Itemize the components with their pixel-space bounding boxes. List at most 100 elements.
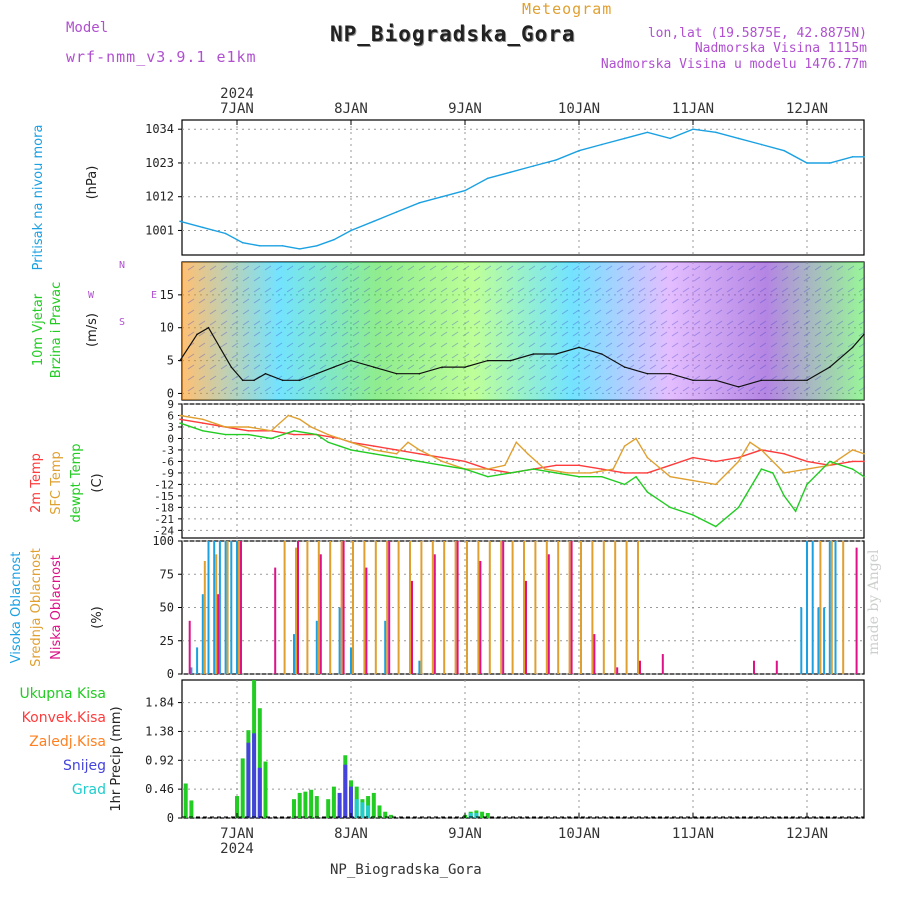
wind-barb: [561, 353, 569, 359]
wind-barb: [528, 375, 536, 381]
wind-barb: [264, 386, 272, 392]
temp-ytick-label: -3: [161, 444, 174, 457]
wind-barb: [363, 265, 371, 271]
wind-barb: [704, 375, 712, 381]
wind-barb: [825, 375, 833, 381]
bottom-date-label: 12JAN: [786, 826, 828, 842]
wind-barb: [627, 298, 635, 304]
wind-barb: [297, 309, 305, 315]
pressure-data-point: [783, 149, 785, 152]
wind-barb: [253, 386, 261, 392]
wind-barb: [770, 265, 778, 271]
wind-barb: [704, 331, 712, 337]
precip-bar: [485, 812, 490, 818]
wind-barb: [638, 331, 646, 337]
wind-barb: [539, 276, 547, 282]
wind-barb: [836, 386, 844, 392]
precip-ytick-label: 0.92: [145, 753, 174, 767]
wind-barb: [847, 309, 855, 315]
wind-barb: [319, 353, 327, 359]
wind-barb: [363, 342, 371, 348]
compass-west: W: [88, 290, 95, 301]
wind-barb: [220, 364, 228, 370]
wind-barb: [671, 375, 679, 381]
wind-barb: [220, 287, 228, 293]
wind-barb: [308, 364, 316, 370]
wind-barb: [264, 276, 272, 282]
wind-barb: [803, 265, 811, 271]
wind-barb: [649, 298, 657, 304]
wind-barb: [484, 364, 492, 370]
precip-bar: [257, 708, 262, 818]
wind-barb: [198, 287, 206, 293]
wind-barb: [330, 265, 338, 271]
cloud-bar: [218, 541, 221, 674]
wind-barb: [484, 320, 492, 326]
wind-barb: [231, 320, 239, 326]
precip-bar: [383, 811, 388, 818]
cloud-bar: [196, 647, 199, 674]
wind-barb: [539, 320, 547, 326]
wind-barb: [418, 331, 426, 337]
wind-barb: [297, 276, 305, 282]
cloud-bar: [661, 654, 664, 674]
pressure-data-point: [418, 202, 421, 204]
wind-barb: [462, 309, 470, 315]
cloud-bar: [365, 567, 368, 674]
wind-barb: [506, 353, 514, 359]
wind-barb: [781, 331, 789, 337]
wind-barb: [264, 265, 272, 271]
wind-barb: [396, 309, 404, 315]
temp-ytick-label: 3: [167, 421, 174, 434]
wind-barb: [682, 320, 690, 326]
wind-barb: [517, 375, 525, 381]
wind-barb: [693, 375, 701, 381]
wind-barb: [814, 309, 822, 315]
precip-bar: [474, 812, 479, 818]
wind-barb: [737, 375, 745, 381]
precip-bar: [297, 792, 302, 818]
wind-barb: [704, 276, 712, 282]
precip-legend-item: Grad: [72, 782, 106, 798]
wind-data-point: [298, 379, 301, 382]
wind-barb: [473, 386, 481, 392]
wind-barb: [209, 342, 217, 348]
top-date-label: 11JAN: [672, 101, 714, 117]
wind-barb: [836, 298, 844, 304]
wind-barb: [506, 364, 514, 370]
wind-barb: [352, 276, 360, 282]
wind-barb: [759, 320, 767, 326]
wind-barb: [396, 342, 404, 348]
cloud-bar: [525, 580, 527, 674]
wind-barb: [385, 287, 393, 293]
wind-barb: [352, 309, 360, 315]
wind-barb: [616, 353, 624, 359]
temp-data-point: [646, 472, 649, 474]
wind-barb: [627, 375, 635, 381]
wind-data-point: [578, 346, 580, 349]
wind-barb: [484, 375, 492, 381]
wind-barb: [231, 353, 239, 359]
wind-barb: [781, 276, 789, 282]
wind-barb: [583, 298, 591, 304]
temp-data-point: [202, 418, 204, 421]
wind-barb: [484, 386, 492, 392]
pressure-data-point: [241, 241, 244, 244]
wind-barb: [726, 375, 734, 381]
wind-barb: [451, 386, 459, 392]
top-date-label: 9JAN: [448, 101, 482, 117]
wind-barb: [220, 342, 228, 348]
wind-barb: [385, 320, 393, 326]
wind-barb: [528, 298, 536, 304]
wind-barb: [187, 353, 195, 359]
pressure-data-point: [281, 244, 284, 247]
wind-barb: [715, 320, 723, 326]
temp-data-point: [338, 445, 341, 447]
cloud-bar: [488, 541, 491, 674]
temp-data-point: [578, 475, 580, 478]
wind-barb: [649, 386, 657, 392]
wind-barb: [429, 276, 437, 282]
wind-barb: [495, 287, 503, 293]
temp-data-point: [760, 468, 763, 470]
wind-barb: [297, 375, 305, 381]
